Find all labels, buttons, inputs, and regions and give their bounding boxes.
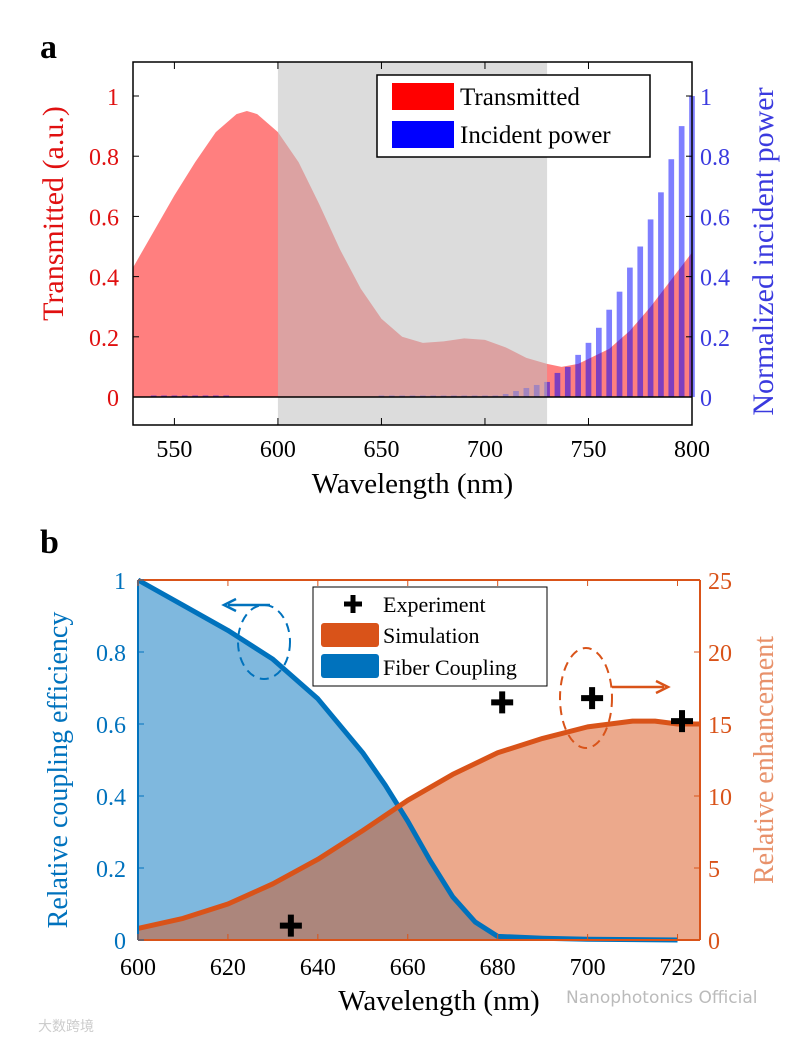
x-tick-label: 600 (120, 955, 156, 981)
y-axis-label-left-b: Relative coupling efficiency (43, 612, 74, 929)
x-tick-label: 550 (156, 437, 192, 463)
x-tick-label: 620 (210, 955, 246, 981)
x-tick-label: 720 (660, 955, 696, 981)
y-tick-label-left: 0 (114, 929, 126, 955)
y-tick-label-right: 0.2 (700, 326, 730, 352)
y-axis-label-right-a: Normalized incident power (747, 87, 780, 415)
y-tick-label-left: 0.4 (96, 785, 126, 811)
legend-swatch-simulation (321, 623, 379, 647)
incident-bar (678, 126, 685, 398)
transmitted-area (133, 111, 692, 398)
x-tick-label: 640 (300, 955, 336, 981)
experiment-marker (581, 687, 604, 710)
incident-bar (668, 159, 675, 398)
arrow-left-icon (221, 597, 270, 613)
experiment-marker (279, 914, 302, 937)
y-tick-label-left: 0.6 (89, 205, 119, 231)
legend-b: Experiment Simulation Fiber Coupling (312, 586, 548, 687)
incident-bar (161, 395, 167, 398)
incident-bar (564, 366, 571, 398)
legend-a: Transmitted Incident power (376, 74, 651, 158)
legend-swatch-fiber (321, 654, 379, 678)
y-tick-label-left: 0.2 (89, 326, 119, 352)
y-tick-label-left: 1 (114, 569, 126, 595)
y-tick-label-left: 0.8 (89, 145, 119, 171)
incident-bar (554, 372, 561, 398)
x-tick-label: 650 (363, 437, 399, 463)
x-tick-label: 600 (260, 437, 296, 463)
y-tick-label-right: 5 (708, 857, 720, 883)
incident-bar (585, 342, 592, 398)
y-tick-label-right: 0.6 (700, 205, 730, 231)
x-tick-label: 800 (674, 437, 710, 463)
y-axis-label-right-b: Relative enhancement (749, 636, 780, 884)
y-tick-label-right: 15 (708, 713, 732, 739)
y-tick-label-right: 25 (708, 569, 732, 595)
y-tick-label-right: 0 (700, 386, 712, 412)
incident-bar (647, 219, 654, 398)
panel-label-a: a (40, 29, 57, 66)
legend-marker-experiment (344, 595, 362, 613)
y-tick-label-left: 1 (107, 85, 119, 111)
y-tick-label-right: 0.8 (700, 145, 730, 171)
x-tick-label: 700 (467, 437, 503, 463)
legend-label-experiment: Experiment (383, 592, 486, 617)
incident-bar (181, 395, 188, 398)
incident-bar (212, 395, 219, 398)
legend-label-incident: Incident power (460, 122, 611, 149)
legend-label-simulation: Simulation (383, 623, 480, 648)
experiment-marker (671, 710, 694, 733)
arrow-right-icon (612, 679, 671, 695)
x-tick-label: 700 (570, 955, 606, 981)
incident-bar (637, 246, 644, 398)
legend-label-transmitted: Transmitted (460, 84, 580, 111)
y-tick-label-right: 10 (708, 785, 732, 811)
incident-bar (627, 267, 633, 398)
x-tick-label: 750 (570, 437, 606, 463)
annotation-ellipse-right (559, 647, 613, 749)
y-tick-label-left: 0.2 (96, 857, 126, 883)
legend-swatch-incident (392, 121, 454, 148)
incident-bar (658, 192, 664, 398)
y-tick-label-right: 0.4 (700, 266, 730, 292)
y-tick-label-right: 20 (708, 641, 732, 667)
incident-bar (150, 395, 157, 398)
fiber-coupling-line (136, 577, 678, 943)
axes-box-a (132, 61, 693, 426)
incident-bar (223, 395, 230, 398)
y-tick-label-left: 0.8 (96, 641, 126, 667)
x-axis-label-b: Wavelength (nm) (338, 985, 539, 1017)
watermark-site: 大数跨境 (38, 1019, 94, 1035)
y-axis-label-left-a: Transmitted (a.u.) (37, 106, 70, 321)
incident-bar (606, 309, 613, 398)
annotation-ellipse-left (237, 604, 291, 680)
watermark-publisher: Nanophotonics Official (566, 988, 758, 1008)
legend-label-fiber: Fiber Coupling (383, 655, 517, 680)
experiment-marker (491, 691, 514, 714)
panel-label-b: b (40, 524, 59, 561)
y-tick-label-left: 0.4 (89, 266, 119, 292)
x-axis-label-a: Wavelength (nm) (312, 468, 513, 500)
incident-bar (171, 395, 178, 398)
y-tick-label-left: 0.6 (96, 713, 126, 739)
y-tick-label-right: 0 (708, 929, 720, 955)
incident-bar (202, 395, 209, 398)
simulation-line (137, 718, 700, 931)
fiber-coupling-area (138, 580, 678, 940)
incident-bar (192, 395, 198, 398)
incident-bar (616, 291, 623, 398)
legend-swatch-transmitted (392, 83, 454, 110)
y-tick-label-right: 1 (700, 85, 712, 111)
x-tick-label: 680 (480, 955, 516, 981)
simulation-area (138, 721, 700, 940)
incident-bar (595, 327, 602, 398)
incident-bar (575, 354, 581, 398)
y-tick-label-left: 0 (107, 386, 119, 412)
x-tick-label: 660 (390, 955, 426, 981)
